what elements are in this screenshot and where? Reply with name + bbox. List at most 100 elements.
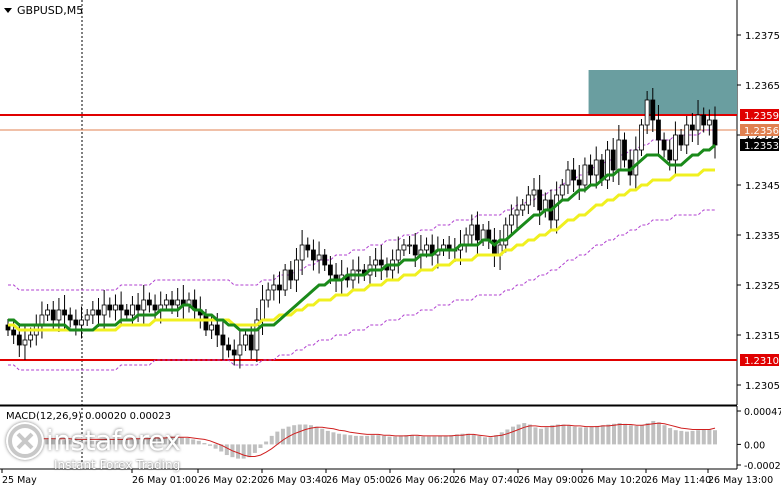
- candle: [486, 221, 492, 249]
- candle: [401, 239, 407, 256]
- price-tick-label: 1.2345: [745, 181, 780, 192]
- candle: [265, 282, 271, 308]
- candle: [593, 146, 599, 189]
- candle-body: [118, 304, 124, 311]
- macd-histogram-bar: [415, 435, 420, 445]
- candle-body: [576, 179, 582, 186]
- macd-histogram-bar: [471, 434, 476, 445]
- candle-body: [695, 114, 701, 131]
- candle: [175, 288, 181, 317]
- candle-body: [424, 244, 429, 251]
- macd-histogram-bar: [264, 441, 269, 445]
- price-tick-label: 1.2365: [745, 81, 780, 92]
- candle: [118, 291, 124, 324]
- candle-body: [169, 299, 175, 306]
- time-tick-label: 26 May 02:20: [198, 475, 263, 486]
- candle: [107, 297, 113, 318]
- candle-body: [689, 124, 695, 131]
- candle-body: [243, 334, 248, 346]
- macd-signal-line: [7, 422, 716, 457]
- macd-histogram-bar: [269, 435, 274, 445]
- candle: [254, 308, 260, 362]
- candle: [605, 141, 610, 189]
- macd-histogram-bar: [628, 425, 633, 445]
- candle-body: [305, 244, 311, 251]
- candle-body: [412, 244, 418, 256]
- macd-histogram-bar: [309, 425, 313, 445]
- lower-envelope-line: [8, 209, 715, 371]
- macd-histogram-bar: [477, 435, 482, 445]
- macd-histogram-bar: [600, 425, 605, 445]
- macd-histogram-bar: [325, 430, 330, 445]
- candle-body: [288, 269, 294, 281]
- candle-body: [582, 164, 588, 186]
- candle: [152, 294, 158, 321]
- bid-price-tag-bg: [740, 124, 779, 136]
- macd-histogram-bar: [449, 435, 454, 445]
- macd-histogram-bar: [645, 423, 650, 445]
- candle-body: [520, 204, 526, 211]
- candle-body: [254, 319, 260, 351]
- candle-body: [571, 169, 576, 181]
- candle-body: [373, 259, 379, 266]
- candle: [429, 234, 435, 266]
- macd-histogram-bar: [707, 429, 712, 445]
- triangle-down-icon[interactable]: [4, 8, 12, 13]
- candle: [356, 256, 362, 284]
- candle: [565, 161, 571, 194]
- candle: [689, 113, 695, 142]
- macd-tick-label: 0.00: [744, 440, 765, 451]
- candle: [45, 304, 50, 321]
- macd-histogram-bar: [589, 426, 594, 445]
- candle-body: [90, 309, 96, 316]
- candle-body: [531, 189, 537, 196]
- candle-body: [605, 149, 610, 181]
- candle-body: [395, 249, 401, 261]
- macd-histogram-bar: [331, 432, 336, 445]
- candle-body: [237, 344, 243, 356]
- price-tick-label: 1.2355: [745, 131, 780, 142]
- candle-body: [503, 224, 509, 246]
- candle-body: [712, 119, 718, 146]
- macd-histogram-bar: [460, 433, 465, 445]
- candle-body: [135, 304, 141, 311]
- candle-body: [537, 189, 543, 211]
- macd-histogram-bar: [191, 439, 196, 445]
- candle: [79, 306, 84, 339]
- candle-body: [673, 134, 678, 161]
- candle-body: [141, 299, 147, 311]
- candle: [678, 129, 684, 151]
- macd-histogram-bar: [550, 425, 555, 445]
- price-tick-label: 1.2305: [745, 381, 780, 392]
- macd-histogram-bar: [426, 436, 431, 445]
- macd-histogram-bar: [370, 435, 375, 445]
- candle: [395, 236, 401, 274]
- macd-histogram-bar: [275, 431, 280, 445]
- moving-averages: [8, 143, 716, 332]
- macd-histogram-bar: [337, 433, 342, 445]
- macd-histogram-bar: [219, 444, 224, 452]
- candle-body: [209, 324, 215, 331]
- macd-histogram-bar: [185, 438, 190, 445]
- macd-tick-label: 0.00047: [744, 407, 781, 418]
- macd-histogram-bar: [443, 435, 448, 445]
- macd-histogram-bar: [213, 444, 218, 449]
- candle: [537, 175, 543, 225]
- macd-histogram-bar: [241, 444, 246, 459]
- macd-histogram-bar: [505, 429, 510, 445]
- candle: [475, 211, 480, 254]
- candle-body: [525, 194, 531, 206]
- candle: [237, 331, 243, 369]
- candle: [463, 227, 469, 253]
- price-axis: 1.23751.23651.23551.23451.23351.23251.23…: [737, 31, 780, 392]
- candle: [469, 214, 475, 246]
- candle: [701, 107, 707, 133]
- candle-body: [79, 319, 84, 326]
- macd-histogram-bar: [157, 437, 162, 445]
- macd-histogram-bar: [146, 438, 151, 445]
- macd-histogram-bar: [359, 435, 364, 445]
- macd-histogram-bar: [123, 439, 128, 445]
